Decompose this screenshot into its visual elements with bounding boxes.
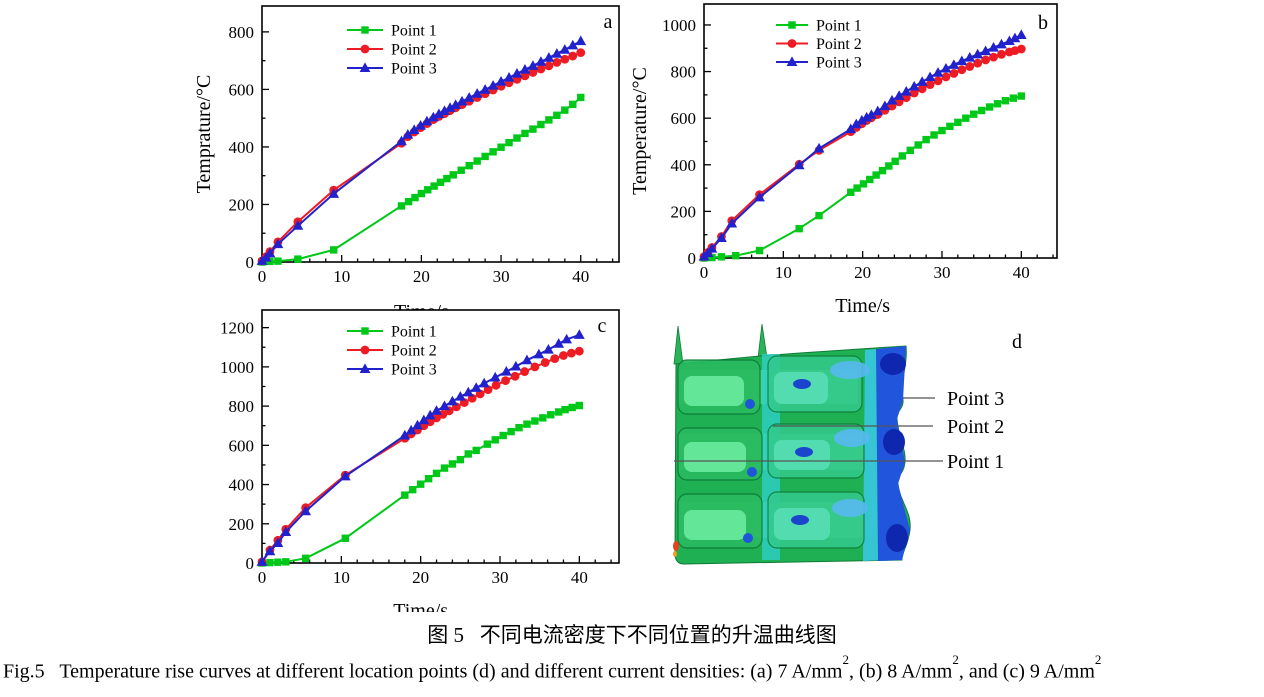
y-tick-label: 200 [229,195,255,214]
plot-frame [261,309,620,564]
contour-highlight [684,376,744,406]
chart-panel-b: 0 10 20 30 4002004006008001000Time/sTemperat… [629,3,1058,317]
y-tick-label: 1200 [220,319,254,338]
x-tick-label: 40 [571,568,588,587]
x-tick-label: 40 [572,267,589,286]
y-tick-label: 400 [671,156,697,175]
y-tick-label: 0 [246,554,255,573]
legend-label: Point 2 [816,36,862,53]
legend-label: Point 1 [816,18,862,35]
x-tick-label: 0 [258,267,267,286]
contour-highlight [684,442,746,472]
panel-d-letter: d [1012,331,1022,353]
y-tick-label: 200 [229,515,255,534]
x-tick-label: 40 [1013,263,1030,282]
caption-english: Fig.5 Temperature rise curves at differe… [3,652,1263,684]
contour-patch [834,429,870,447]
contour-patch [832,499,868,517]
panel-letter: b [1038,12,1048,34]
contour-speck [793,379,811,389]
contour-blob [880,353,906,375]
contour-speck [745,399,755,409]
series-point-1 [700,92,1026,262]
y-tick-label: 600 [229,80,255,99]
y-tick-label: 0 [688,249,697,268]
caption-en-text: , (b) 8 A/mm [848,660,953,683]
contour-spike [757,323,768,359]
x-tick-label: 20 [854,263,871,282]
x-tick-label: 10 [333,267,350,286]
series-point-3 [256,35,587,265]
legend-label: Point 3 [816,55,862,72]
legend: Point 1 Point 2 Point 3 [347,324,437,379]
point-2-label: Point 2 [947,416,1004,438]
caption-superscript: 2 [842,652,849,668]
contour-object [673,323,911,565]
series-point-3 [256,329,585,566]
x-tick-label: 30 [933,263,950,282]
contour-speck [747,467,757,477]
caption-superscript: 2 [1094,652,1102,668]
legend-label: Point 1 [391,23,437,40]
y-axis-label: Temprature/°C [193,75,215,194]
x-axis-label: Time/s [393,600,448,612]
contour-hotspot [673,541,679,551]
caption-en-text: Fig.5 Temperature rise curves at differe… [3,660,843,683]
y-tick-label: 800 [671,63,697,82]
x-tick-label: 20 [413,267,430,286]
x-axis-label: Time/s [835,295,890,317]
y-tick-label: 800 [229,23,255,42]
contour-speck [743,533,753,543]
x-tick-label: 0 [700,263,709,282]
legend: Point 1 Point 2 Point 3 [347,23,437,78]
contour-spike [673,325,684,365]
y-tick-label: 0 [246,253,255,272]
y-axis-label: Temperature/°C [629,67,651,195]
y-tick-label: 200 [671,202,697,221]
panel-letter: a [604,11,613,33]
x-tick-label: 0 [258,568,267,587]
y-tick-label: 400 [229,138,255,157]
point-1-label: Point 1 [947,451,1004,473]
temperature-charts: 0102030400200400600800Time/sTemprature/°… [193,3,1058,612]
plot-frame [261,5,620,263]
caption-chinese: 图 5 不同电流密度下不同位置的升温曲线图 [427,623,837,647]
y-tick-label: 600 [229,436,255,455]
contour-speck [791,515,809,525]
y-tick-label: 400 [229,476,255,495]
legend-label: Point 3 [391,61,437,78]
panel-letter: c [598,315,607,337]
caption-en-text: , and (c) 9 A/mm [958,660,1095,683]
y-tick-label: 1000 [220,358,254,377]
legend-label: Point 2 [391,42,437,59]
series-point-1 [258,401,584,567]
contour-speck [795,447,813,457]
plot-frame [703,3,1058,259]
contour-hotspot [673,551,677,557]
y-tick-label: 1000 [662,16,696,35]
series-point-1 [258,93,585,266]
contour-highlight [684,510,746,540]
x-tick-label: 30 [493,267,510,286]
chart-panel-c: 0 10 20 30 40020040060080010001200Time/sPoin… [220,309,620,612]
contour-blob [883,429,905,455]
point-3-label: Point 3 [947,388,1004,410]
contour-blob [886,524,908,552]
panel-d-contour: Point 3 Point 2 Point 1 d [673,323,1022,565]
y-tick-label: 800 [229,397,255,416]
y-tick-label: 600 [671,109,697,128]
chart-panel-a: 0102030400200400600800Time/sTemprature/°… [193,5,620,323]
legend-label: Point 2 [391,343,437,360]
series-point-3 [698,29,1027,261]
legend-label: Point 1 [391,324,437,341]
x-tick-label: 30 [492,568,509,587]
x-tick-label: 20 [412,568,429,587]
x-tick-label: 10 [333,568,350,587]
contour-patch [830,361,870,379]
legend-label: Point 3 [391,362,437,379]
caption-superscript: 2 [952,652,959,668]
x-tick-label: 10 [775,263,792,282]
